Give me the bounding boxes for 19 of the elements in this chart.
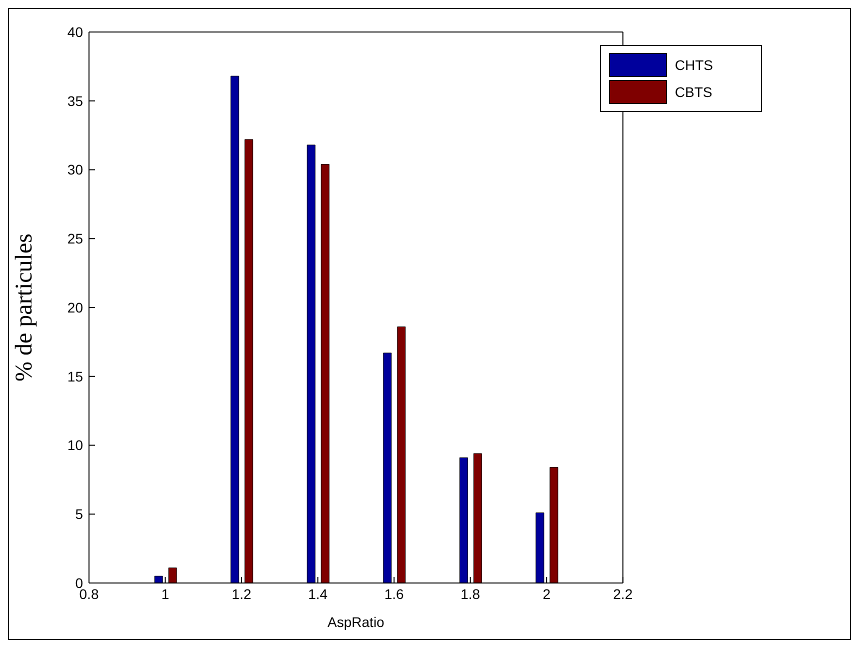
y-tick-label: 30 [67, 162, 84, 178]
x-tick-label: 1.4 [308, 586, 328, 602]
x-axis-title: AspRatio [328, 614, 385, 630]
y-tick-label: 10 [67, 437, 84, 454]
x-tick-label: 1.8 [460, 586, 480, 602]
x-tick-label: 1.6 [384, 586, 404, 602]
y-axis-title: % de particules [12, 234, 38, 382]
x-tick-label: 2.2 [613, 586, 633, 602]
x-tick-label: 2 [542, 586, 551, 602]
legend-label: CBTS [674, 84, 714, 100]
legend-label: CHTS [674, 57, 714, 73]
y-tick-label: 25 [67, 230, 84, 247]
y-tick-label: 35 [67, 92, 84, 109]
x-tick-label: 1.2 [232, 586, 252, 602]
y-tick-label: 15 [67, 368, 84, 384]
y-tick-label: 20 [67, 299, 84, 316]
y-tick-label: 40 [67, 24, 84, 40]
x-tick-label: 1 [161, 586, 170, 602]
y-tick-label: 5 [75, 506, 84, 522]
